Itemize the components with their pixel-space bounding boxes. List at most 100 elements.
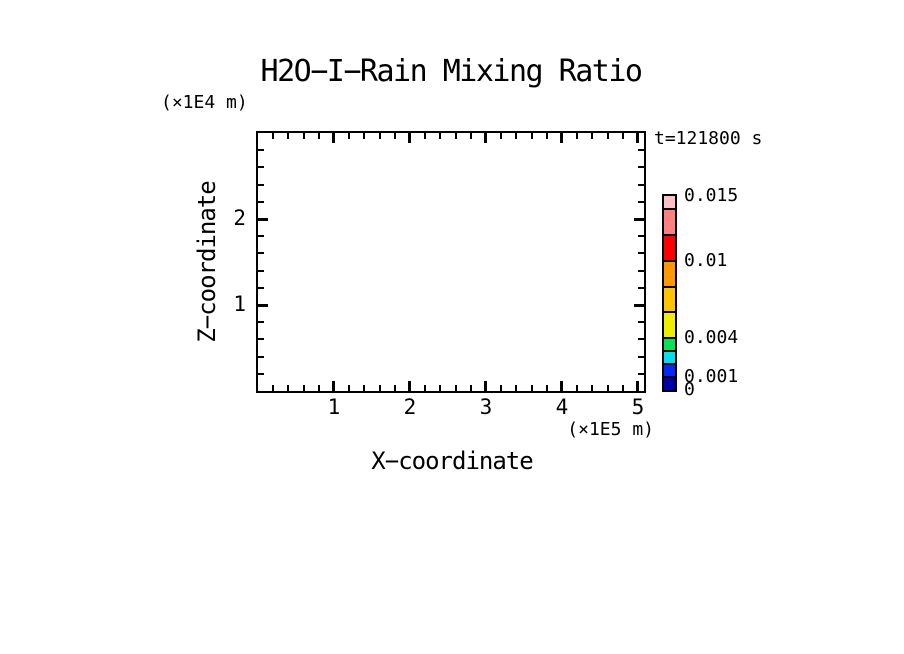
- colorbar-tick-label: 0.01: [684, 249, 728, 271]
- x-axis-major-tick: [408, 381, 412, 391]
- colorbar-level-divider: [664, 233, 675, 236]
- colorbar-level-divider: [664, 259, 675, 262]
- colorbar-tick-label: 0.015: [684, 185, 739, 206]
- x-axis-major-tick: [636, 381, 640, 391]
- colorbar: [662, 194, 677, 392]
- x-axis-minor-tick: [317, 133, 320, 139]
- x-axis-tick-label: 5: [631, 395, 645, 419]
- x-axis-minor-tick: [424, 385, 427, 391]
- x-axis-minor-tick: [454, 133, 457, 139]
- x-axis-minor-tick: [500, 385, 503, 391]
- chart-title: H2O−I−Rain Mixing Ratio: [260, 54, 643, 89]
- z-axis-minor-tick: [258, 338, 264, 341]
- colorbar-tick-label: 0: [684, 379, 695, 400]
- z-axis-minor-tick: [638, 183, 644, 186]
- x-axis-minor-tick: [500, 133, 503, 139]
- x-axis-minor-tick: [591, 385, 594, 391]
- colorbar-segment: [664, 312, 675, 339]
- colorbar-level-divider: [664, 311, 675, 314]
- x-axis-tick-label: 4: [555, 395, 569, 419]
- x-axis-minor-tick: [576, 385, 579, 391]
- x-axis-major-tick: [636, 133, 640, 143]
- x-axis-minor-tick: [393, 133, 396, 139]
- x-axis-major-tick: [332, 133, 336, 143]
- x-axis-minor-tick: [363, 385, 366, 391]
- colorbar-level-divider: [664, 376, 675, 379]
- z-axis-unit-label: (×1E4 m): [161, 92, 248, 113]
- x-axis-minor-tick: [454, 385, 457, 391]
- x-axis-minor-tick: [606, 133, 609, 139]
- colorbar-level-divider: [664, 350, 675, 353]
- colorbar-level-divider: [664, 363, 675, 366]
- x-axis-tick-label: 2: [403, 395, 417, 419]
- time-annotation: t=121800 s: [654, 128, 763, 149]
- x-axis-minor-tick: [378, 385, 381, 391]
- x-axis-minor-tick: [272, 133, 275, 139]
- x-axis-minor-tick: [393, 385, 396, 391]
- x-axis-minor-tick: [515, 133, 518, 139]
- z-axis-tick-label: 2: [233, 206, 246, 230]
- x-axis-label: X−coordinate: [371, 447, 533, 475]
- z-axis-minor-tick: [258, 372, 264, 375]
- colorbar-segment: [664, 234, 675, 261]
- z-axis-minor-tick: [258, 149, 264, 152]
- z-axis-minor-tick: [638, 372, 644, 375]
- x-axis-minor-tick: [591, 133, 594, 139]
- x-axis-tick-label: 3: [479, 395, 493, 419]
- x-axis-minor-tick: [287, 133, 290, 139]
- x-axis-unit-label: (×1E5 m): [567, 419, 654, 440]
- x-axis-major-tick: [332, 381, 336, 391]
- x-axis-minor-tick: [621, 133, 624, 139]
- x-axis-minor-tick: [272, 385, 275, 391]
- z-axis-minor-tick: [258, 321, 264, 324]
- x-axis-minor-tick: [317, 385, 320, 391]
- z-axis-major-tick: [258, 217, 268, 221]
- colorbar-segment: [664, 208, 675, 235]
- x-axis-major-tick: [560, 381, 564, 391]
- x-axis-minor-tick: [621, 385, 624, 391]
- z-axis-minor-tick: [258, 269, 264, 272]
- colorbar-segment: [664, 338, 675, 352]
- z-axis-minor-tick: [258, 166, 264, 169]
- x-axis-major-tick: [484, 133, 488, 143]
- x-axis-minor-tick: [439, 133, 442, 139]
- x-axis-tick-label: 1: [327, 395, 341, 419]
- x-axis-minor-tick: [545, 385, 548, 391]
- colorbar-tick-label: 0.001: [684, 366, 739, 388]
- z-axis-minor-tick: [638, 252, 644, 255]
- colorbar-segment: [664, 364, 675, 378]
- z-axis-minor-tick: [258, 252, 264, 255]
- z-axis-major-tick: [634, 217, 644, 221]
- colorbar-segment: [664, 196, 675, 209]
- z-axis-minor-tick: [258, 235, 264, 238]
- z-axis-minor-tick: [638, 269, 644, 272]
- z-axis-minor-tick: [638, 321, 644, 324]
- colorbar-segment: [664, 377, 675, 390]
- z-axis-minor-tick: [638, 166, 644, 169]
- x-axis-minor-tick: [302, 133, 305, 139]
- colorbar-level-divider: [664, 207, 675, 210]
- colorbar-level-divider: [664, 285, 675, 288]
- x-axis-major-tick: [408, 133, 412, 143]
- x-axis-minor-tick: [515, 385, 518, 391]
- x-axis-minor-tick: [287, 385, 290, 391]
- x-axis-minor-tick: [469, 385, 472, 391]
- x-axis-minor-tick: [424, 133, 427, 139]
- x-axis-minor-tick: [576, 133, 579, 139]
- colorbar-tick-label: 0.004: [684, 327, 739, 349]
- x-axis-minor-tick: [378, 133, 381, 139]
- z-axis-minor-tick: [258, 286, 264, 289]
- colorbar-segment: [664, 286, 675, 313]
- z-axis-minor-tick: [638, 235, 644, 238]
- z-axis-tick-label: 1: [233, 292, 246, 316]
- x-axis-major-tick: [560, 133, 564, 143]
- plot-frame: [256, 131, 646, 393]
- x-axis-minor-tick: [530, 385, 533, 391]
- x-axis-minor-tick: [439, 385, 442, 391]
- z-axis-minor-tick: [258, 355, 264, 358]
- z-axis-minor-tick: [638, 338, 644, 341]
- z-axis-minor-tick: [258, 200, 264, 203]
- colorbar-level-divider: [664, 337, 675, 340]
- x-axis-minor-tick: [545, 133, 548, 139]
